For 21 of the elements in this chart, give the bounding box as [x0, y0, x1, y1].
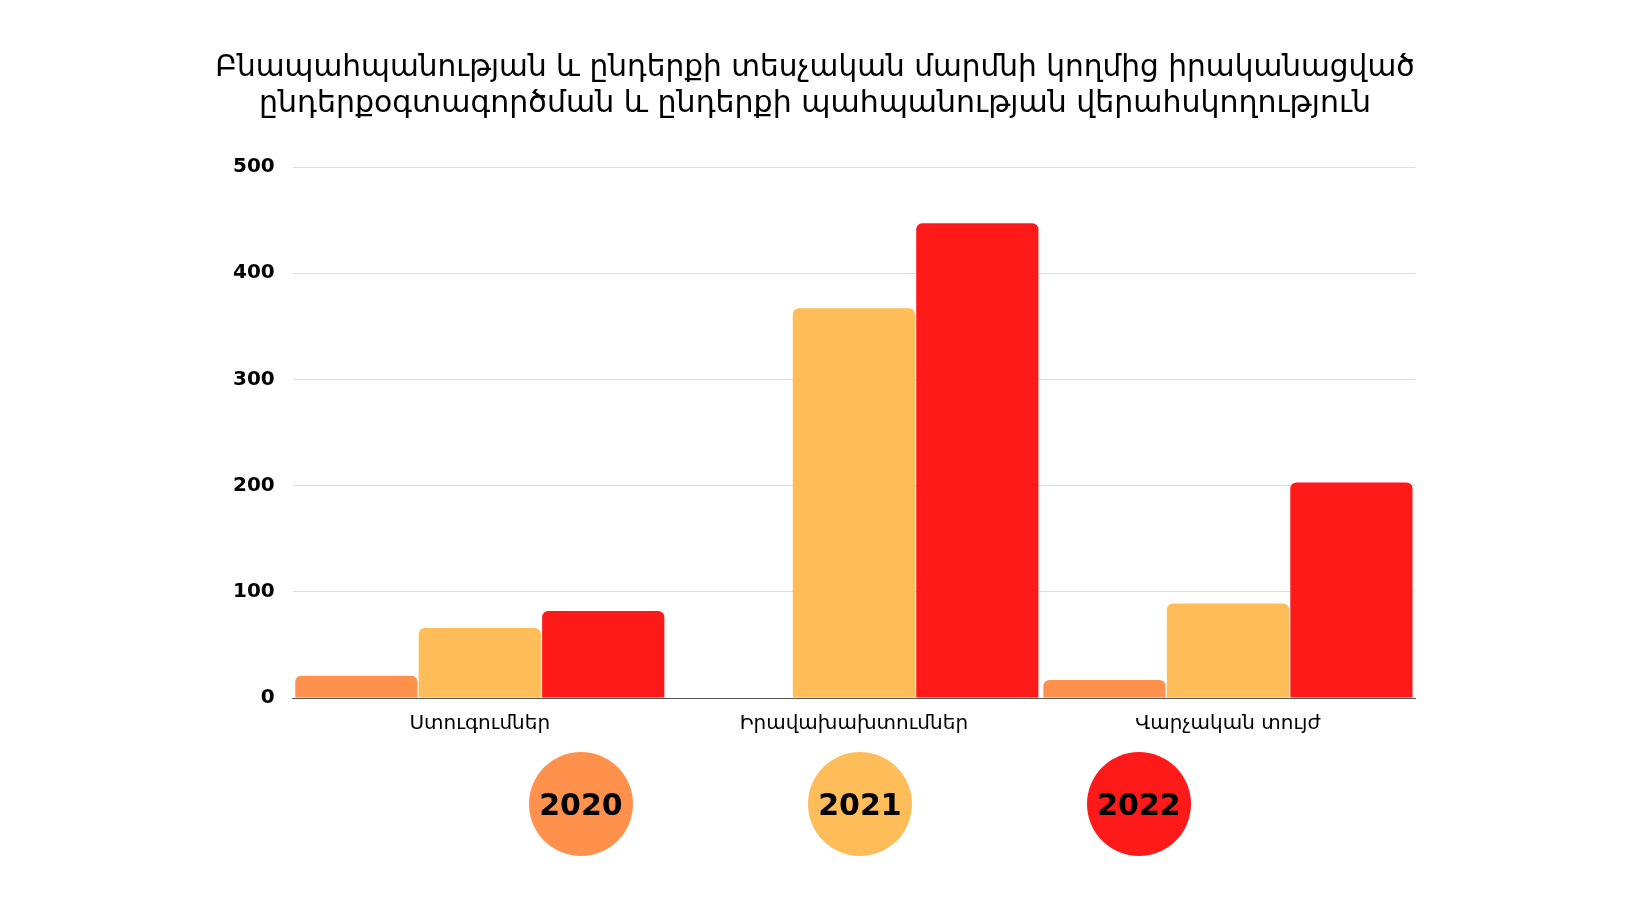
y-tick-label: 300 [233, 365, 275, 390]
bar [792, 308, 915, 698]
bar [542, 610, 665, 698]
y-tick-label: 200 [233, 471, 275, 496]
text: 2021 [808, 752, 912, 856]
x-tick-label: Իրավախախտումներ [739, 710, 969, 735]
bar [1043, 679, 1166, 698]
x-tick-label: Վարչական տույժ [1135, 710, 1321, 735]
bar [418, 627, 541, 698]
bar [295, 675, 418, 698]
y-tick-label: 0 [260, 684, 275, 709]
bar [1290, 482, 1413, 698]
text: 2020 [529, 752, 633, 856]
text: 2022 [1087, 752, 1191, 856]
y-tick-label: 400 [233, 259, 275, 284]
bar [916, 223, 1039, 698]
y-tick-label: 100 [233, 578, 275, 602]
bar [1166, 603, 1290, 698]
x-tick-label: Ստուգումներ [409, 710, 551, 735]
chart-title: Բնապահպանության և ընդերքի տեսչական մարմնի կողմից իրականացված ընդերքօգտագործման և ընդերքի պահպանության վերահսկողություն [215, 47, 1415, 119]
y-tick-label: 500 [233, 153, 275, 178]
